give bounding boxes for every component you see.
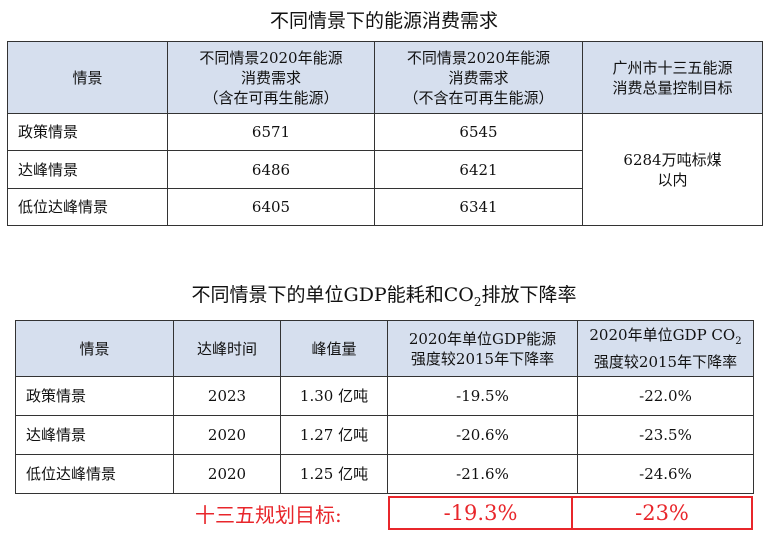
header-line: 不同情景2020年能源 <box>199 48 343 67</box>
co2-drop-cell: -24.6% <box>577 454 754 494</box>
energy-drop-cell: -21.6% <box>387 454 578 494</box>
title-text: 不同情景下的单位GDP能耗和CO <box>191 284 474 306</box>
header-peak-value: 峰值量 <box>280 320 388 377</box>
peak-value-cell: 1.30 亿吨 <box>280 376 388 416</box>
scenario-cell: 低位达峰情景 <box>7 188 168 226</box>
scenario-cell: 低位达峰情景 <box>15 454 174 494</box>
peak-time-cell: 2020 <box>173 454 281 494</box>
header-line: 消费总量控制目标 <box>612 78 733 97</box>
value-cell: 6486 <box>167 150 375 189</box>
target-line: 6284万吨标煤 <box>623 150 722 169</box>
header-demand-without-renewable: 不同情景2020年能源 消费需求 （不含在可再生能源） <box>374 41 583 114</box>
header-line: 消费需求 <box>448 68 509 87</box>
energy-demand-table: 情景 不同情景2020年能源 消费需求 （含在可再生能源） 不同情景2020年能… <box>7 41 763 226</box>
plan-co2-target: -23% <box>571 496 753 530</box>
table-row: 达峰情景 2020 1.27 亿吨 -20.6% -23.5% <box>15 415 754 455</box>
table1-title: 不同情景下的能源消费需求 <box>269 10 498 32</box>
control-target-cell: 6284万吨标煤 以内 <box>582 113 763 226</box>
title-subscript: 2 <box>473 294 482 309</box>
header-line: （含在可再生能源） <box>203 88 339 107</box>
peak-time-cell: 2023 <box>173 376 281 416</box>
energy-drop-cell: -20.6% <box>387 415 578 455</box>
gdp-reduction-table: 情景 达峰时间 峰值量 2020年单位GDP能源 强度较2015年下降率 202… <box>15 320 754 494</box>
value-cell: 6405 <box>167 188 375 226</box>
value-cell: 6341 <box>374 188 583 226</box>
header-line: 消费需求 <box>240 68 301 87</box>
header-line: 强度较2015年下降率 <box>593 353 738 371</box>
header-line: 强度较2015年下降率 <box>410 349 555 368</box>
table-row: 政策情景 2023 1.30 亿吨 -19.5% -22.0% <box>15 376 754 416</box>
header-line: （不含在可再生能源） <box>403 88 554 107</box>
value-cell: 6571 <box>167 113 375 151</box>
co2-drop-cell: -23.5% <box>577 415 754 455</box>
header-gdp-co2-drop: 2020年单位GDP CO2 强度较2015年下降率 <box>577 320 754 377</box>
header-line: 不同情景2020年能源 <box>406 48 551 67</box>
table-row: 低位达峰情景 2020 1.25 亿吨 -21.6% -24.6% <box>15 454 754 494</box>
co2-drop-cell: -22.0% <box>577 376 754 416</box>
header-line: 2020年单位GDP能源 <box>408 329 557 348</box>
scenario-cell: 政策情景 <box>7 113 168 151</box>
header-gdp-energy-drop: 2020年单位GDP能源 强度较2015年下降率 <box>387 320 578 377</box>
value-cell: 6421 <box>374 150 583 189</box>
peak-time-cell: 2020 <box>173 415 281 455</box>
plan-target-label: 十三五规划目标: <box>195 503 342 527</box>
scenario-cell: 达峰情景 <box>7 150 168 189</box>
target-line: 以内 <box>657 170 688 189</box>
scenario-cell: 达峰情景 <box>15 415 174 455</box>
value-cell: 6545 <box>374 113 583 151</box>
header-line: 广州市十三五能源 <box>612 58 733 77</box>
table2-title: 不同情景下的单位GDP能耗和CO2排放下降率 <box>0 283 768 314</box>
peak-value-cell: 1.27 亿吨 <box>280 415 388 455</box>
header-control-target: 广州市十三五能源 消费总量控制目标 <box>582 41 763 114</box>
header-subscript: 2 <box>735 336 742 347</box>
energy-drop-cell: -19.5% <box>387 376 578 416</box>
scenario-cell: 政策情景 <box>15 376 174 416</box>
header-line: 2020年单位GDP CO <box>589 326 736 344</box>
plan-energy-target: -19.3% <box>388 496 573 530</box>
table-row: 政策情景 6571 6545 6284万吨标煤 以内 <box>7 113 763 226</box>
table-row: 达峰情景 6486 6421 <box>7 150 763 189</box>
header-demand-with-renewable: 不同情景2020年能源 消费需求 （含在可再生能源） <box>167 41 375 114</box>
title-text: 排放下降率 <box>481 284 577 306</box>
header-peak-time: 达峰时间 <box>173 320 281 377</box>
header-scenario: 情景 <box>7 41 168 114</box>
header-scenario: 情景 <box>15 320 174 377</box>
peak-value-cell: 1.25 亿吨 <box>280 454 388 494</box>
table-row: 低位达峰情景 6405 6341 <box>7 188 763 226</box>
